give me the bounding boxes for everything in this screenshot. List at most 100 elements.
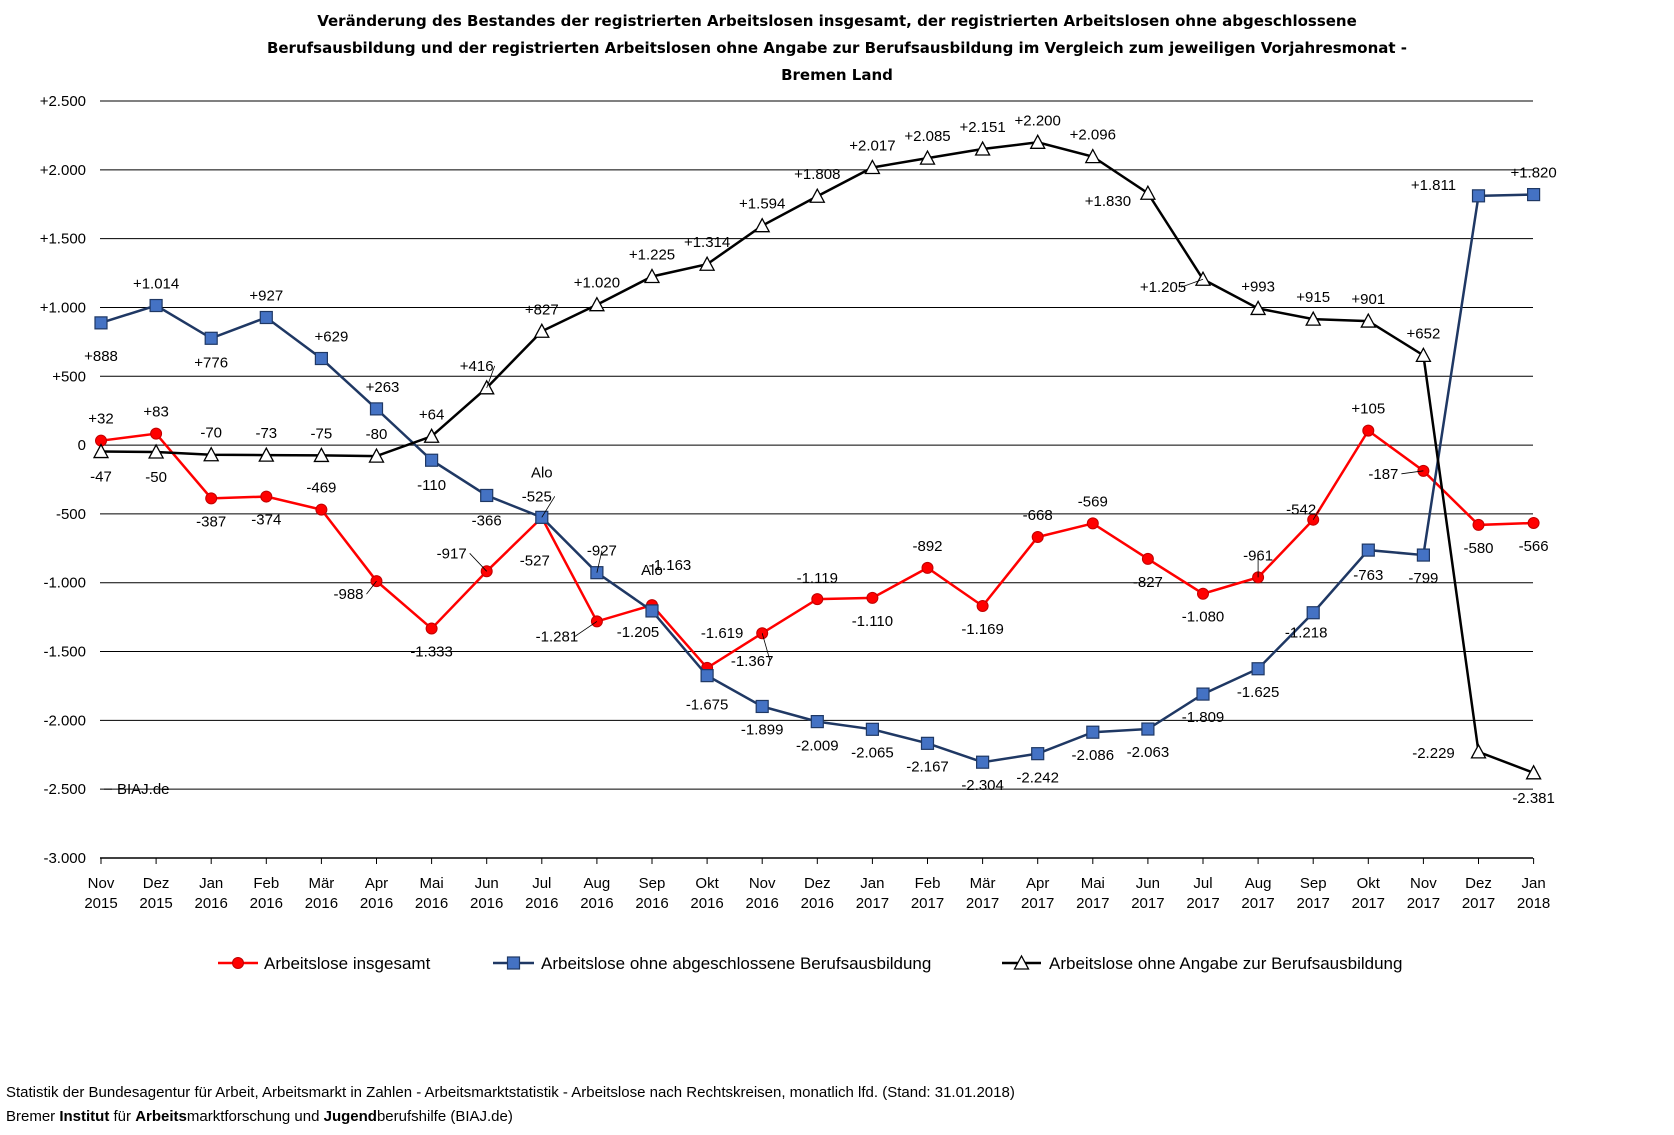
annotation-alo: Alo <box>641 562 663 579</box>
x-tick-label: 2018 <box>1517 895 1550 912</box>
label-leader <box>469 553 487 572</box>
data-point <box>920 736 935 750</box>
x-tick-label: Dez <box>143 875 170 892</box>
data-point <box>258 446 275 462</box>
data-label: -988 <box>333 586 363 603</box>
data-label: -2.381 <box>1512 790 1555 807</box>
x-axis: Nov 2015 Dez 2015 Jan 2016 Feb 2016 Mär 2016 Apr 20… <box>84 858 1550 912</box>
label-leader <box>596 550 603 573</box>
x-tick-label: Nov <box>749 875 776 892</box>
data-label: -2.304 <box>961 777 1004 794</box>
x-tick-label: Dez <box>804 875 831 892</box>
x-tick-label: Jun <box>1136 875 1160 892</box>
data-label: +83 <box>143 404 168 421</box>
label-leader <box>1401 470 1424 475</box>
data-label: -73 <box>255 425 277 442</box>
data-label: -374 <box>251 512 281 529</box>
x-tick-label: 2017 <box>1131 895 1164 912</box>
data-label: -50 <box>145 469 167 486</box>
data-point <box>809 187 826 203</box>
x-tick-label: 2015 <box>139 895 172 912</box>
data-label: -2.065 <box>851 744 894 761</box>
x-tick-label: 2016 <box>635 895 668 912</box>
source-line-2-part: Institut <box>59 1108 110 1125</box>
x-tick-label: Apr <box>1026 875 1049 892</box>
chart-title-line: Veränderung des Bestandes der registrier… <box>317 12 1357 30</box>
y-tick-label: +1.000 <box>40 299 86 316</box>
x-tick-label: 2016 <box>525 895 558 912</box>
data-point <box>976 599 989 612</box>
data-label: -80 <box>366 426 388 443</box>
data-label: -2.063 <box>1127 744 1170 761</box>
data-label: +993 <box>1241 278 1275 295</box>
data-label: +1.830 <box>1085 193 1131 210</box>
data-point <box>480 488 494 503</box>
data-label: +64 <box>419 406 444 423</box>
data-point <box>313 447 330 463</box>
data-label: -2.009 <box>796 738 839 755</box>
data-label: +416 <box>460 358 494 375</box>
label-leader <box>1312 509 1320 520</box>
data-point <box>203 446 220 462</box>
source-line-2-part: Bremer <box>6 1108 60 1125</box>
x-tick-label: Jul <box>1193 875 1212 892</box>
chart-title-line: Berufsausbildung und der registrierten A… <box>267 39 1407 57</box>
x-tick-label: Mär <box>970 875 996 892</box>
data-label: +105 <box>1351 401 1385 418</box>
x-tick-label: Mai <box>420 875 444 892</box>
x-tick-label: Aug <box>1245 875 1272 892</box>
source-line-2-part: Arbeits <box>135 1108 187 1125</box>
data-label: -1.619 <box>701 625 744 642</box>
data-label: +263 <box>366 379 400 396</box>
x-tick-label: 2016 <box>801 895 834 912</box>
x-tick-label: 2016 <box>470 895 503 912</box>
label-leader <box>1180 278 1204 288</box>
data-point <box>755 699 769 714</box>
data-point <box>921 561 934 574</box>
data-point <box>588 296 605 312</box>
y-tick-label: -3.000 <box>43 850 86 867</box>
data-point <box>148 443 165 459</box>
data-point <box>810 715 824 729</box>
data-point <box>94 316 108 330</box>
data-point <box>1360 312 1377 328</box>
data-point <box>1526 187 1541 202</box>
data-point <box>864 159 881 175</box>
data-point <box>1031 747 1045 761</box>
data-label: -1.281 <box>536 628 579 645</box>
data-point <box>260 490 273 503</box>
data-point <box>811 593 824 606</box>
data-label: -2.086 <box>1072 747 1115 764</box>
data-point <box>1197 587 1209 600</box>
x-tick-label: 2017 <box>856 895 889 912</box>
data-point <box>259 310 273 325</box>
data-point <box>1086 725 1100 739</box>
source-line-1: Statistik der Bundesagentur für Arbeit, … <box>6 1084 1015 1101</box>
x-tick-label: 2016 <box>305 895 338 912</box>
data-label: -569 <box>1078 493 1108 510</box>
x-tick-label: 2017 <box>1407 895 1440 912</box>
x-tick-label: Jan <box>1522 875 1546 892</box>
label-leader <box>761 633 771 662</box>
x-tick-label: Nov <box>88 875 115 892</box>
data-point <box>754 217 771 233</box>
data-point <box>1194 270 1212 286</box>
x-tick-label: 2017 <box>1021 895 1054 912</box>
data-point <box>1306 606 1320 620</box>
x-tick-label: Jun <box>475 875 499 892</box>
data-label: -1.163 <box>649 557 692 574</box>
data-point <box>866 591 879 604</box>
legend-marker <box>1013 954 1030 970</box>
data-point <box>369 402 384 416</box>
data-label: -827 <box>1133 574 1163 591</box>
x-tick-label: 2017 <box>1462 895 1495 912</box>
data-label: +1.014 <box>133 276 179 293</box>
data-label: +2.085 <box>904 128 950 145</box>
x-tick-label: Sep <box>639 875 666 892</box>
label-leader <box>486 365 496 388</box>
data-point <box>425 622 438 635</box>
y-tick-label: +1.500 <box>40 231 86 248</box>
data-point <box>315 503 328 516</box>
legend-label: Arbeitslose ohne Angabe zur Berufsausbil… <box>1049 954 1402 973</box>
data-label: -799 <box>1408 570 1438 587</box>
